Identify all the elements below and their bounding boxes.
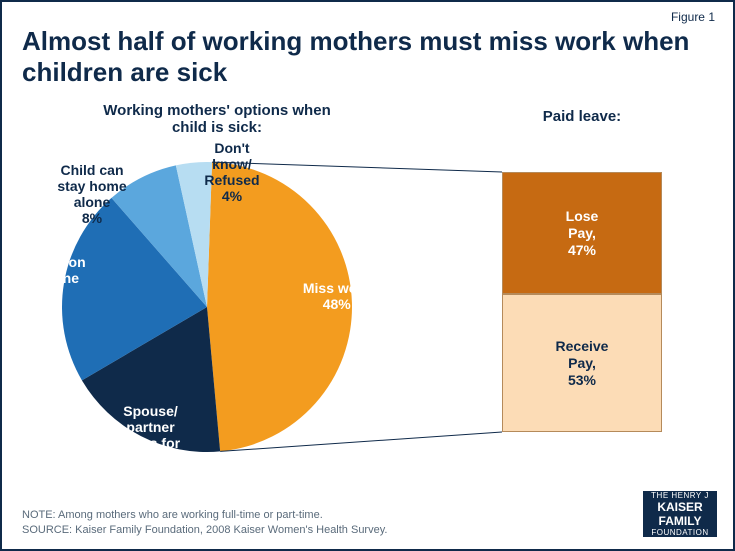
bar-label-receive_pay: Receive Pay, 53% <box>503 338 661 388</box>
bar-seg-lose_pay: Lose Pay, 47% <box>502 172 662 294</box>
footnotes: NOTE: Among mothers who are working full… <box>22 508 603 537</box>
logo-line2: KAISER <box>657 500 702 514</box>
kff-logo: THE HENRY J KAISER FAMILY FOUNDATION <box>643 491 717 537</box>
stacked-bar: Lose Pay, 47% Receive Pay, 53% <box>502 172 662 432</box>
pie-label-someone_else: Can call on someone else 22% <box>0 254 98 318</box>
connector-lines <box>352 162 512 462</box>
logo-line3: FAMILY <box>659 514 702 528</box>
logo-line4: FOUNDATION <box>651 528 708 537</box>
page-frame: Figure 1 Almost half of working mothers … <box>0 0 735 551</box>
pie-label-dk: Don't know/ Refused 4% <box>197 140 267 204</box>
note-line: NOTE: Among mothers who are working full… <box>22 508 603 522</box>
logo-line1: THE HENRY J <box>651 491 709 500</box>
bar-seg-receive_pay: Receive Pay, 53% <box>502 294 662 432</box>
chart-area: Miss work 48%Spouse/ partner cares for c… <box>22 132 717 472</box>
figure-label: Figure 1 <box>671 10 715 24</box>
pie-label-home_alone: Child can stay home alone 8% <box>52 162 132 226</box>
pie-label-spouse: Spouse/ partner cares for child 18% <box>106 403 196 483</box>
bar-subtitle: Paid leave: <box>482 108 682 125</box>
page-title: Almost half of working mothers must miss… <box>22 26 713 88</box>
pie-subtitle: Working mothers' options when child is s… <box>92 102 342 136</box>
source-line: SOURCE: Kaiser Family Foundation, 2008 K… <box>22 523 603 537</box>
bar-label-lose_pay: Lose Pay, 47% <box>503 208 661 258</box>
